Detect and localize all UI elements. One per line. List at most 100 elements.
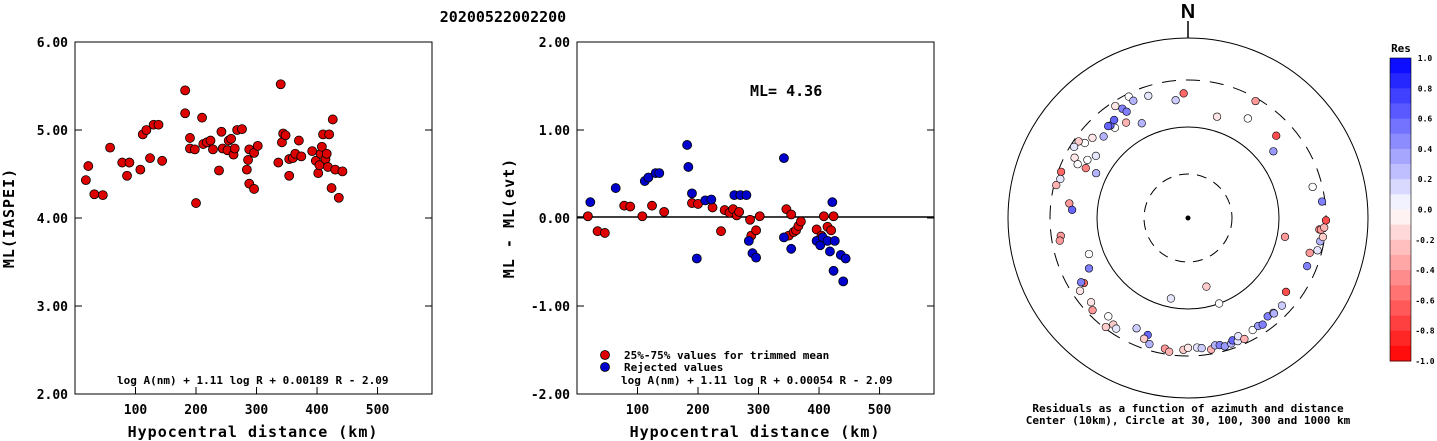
residual-point bbox=[1166, 294, 1175, 303]
data-point bbox=[706, 194, 717, 205]
x-tick-label: 500 bbox=[366, 403, 390, 418]
residual-point bbox=[1056, 167, 1066, 176]
data-point bbox=[180, 108, 191, 119]
data-point bbox=[840, 253, 851, 264]
colorbar-tick-label: -0.2 bbox=[1415, 236, 1434, 245]
residual-point bbox=[1179, 89, 1188, 98]
colorbar-cell bbox=[1390, 179, 1411, 195]
colorbar-cell bbox=[1390, 345, 1411, 362]
data-point bbox=[157, 155, 168, 166]
residual-point bbox=[1073, 160, 1082, 169]
data-point bbox=[743, 235, 754, 246]
data-point bbox=[105, 142, 115, 153]
data-point bbox=[745, 214, 755, 225]
residual-point bbox=[1269, 309, 1279, 318]
residual-point bbox=[1215, 299, 1224, 308]
middle-y-axis-label: ML - ML(evt) bbox=[500, 158, 518, 278]
data-point bbox=[229, 143, 240, 154]
colorbar-cell bbox=[1390, 103, 1411, 120]
residual-point bbox=[1317, 197, 1327, 206]
data-point bbox=[83, 161, 94, 171]
colorbar-cells bbox=[1390, 58, 1411, 362]
residual-point bbox=[1074, 137, 1083, 146]
colorbar-tick-label: 0.4 bbox=[1418, 145, 1433, 154]
data-point bbox=[293, 135, 304, 146]
y-tick-label: -2.00 bbox=[531, 388, 570, 403]
data-point bbox=[751, 252, 762, 263]
data-point bbox=[829, 235, 840, 246]
residual-point bbox=[1070, 142, 1079, 151]
residual-point bbox=[1081, 164, 1090, 173]
colorbar-cell bbox=[1390, 88, 1411, 104]
left-panel: 2.00 3.00 4.00 5.00 6.00 100 200 300 400 500 log… bbox=[0, 36, 433, 441]
residual-point bbox=[1321, 216, 1331, 225]
residual-point bbox=[1088, 306, 1097, 315]
colorbar-tick-label: 0.0 bbox=[1418, 206, 1433, 215]
data-point bbox=[643, 172, 654, 183]
residual-point bbox=[1308, 182, 1317, 192]
middle-y-ticks: -2.00 -1.00 0.00 1.00 2.00 bbox=[531, 36, 934, 403]
data-point bbox=[637, 211, 648, 222]
residual-point bbox=[1104, 312, 1113, 321]
data-point bbox=[707, 202, 718, 213]
colorbar-cell bbox=[1390, 133, 1411, 150]
data-point bbox=[313, 168, 324, 179]
residual-point bbox=[1091, 151, 1100, 160]
residual-point bbox=[1243, 114, 1252, 123]
left-x-axis-label: Hypocentral distance (km) bbox=[128, 423, 379, 441]
legend-label-rejected: Rejected values bbox=[624, 361, 723, 374]
data-point bbox=[687, 188, 697, 199]
data-point bbox=[241, 164, 252, 175]
residual-point bbox=[1171, 96, 1180, 105]
data-point bbox=[754, 211, 765, 222]
x-tick-label: 500 bbox=[868, 403, 892, 418]
residual-point bbox=[1111, 101, 1120, 111]
data-point bbox=[307, 146, 318, 157]
colorbar-cell bbox=[1390, 118, 1411, 135]
colorbar-cell bbox=[1390, 209, 1411, 226]
ring-30km bbox=[1143, 173, 1233, 263]
x-tick-label: 300 bbox=[747, 403, 771, 418]
legend-marker-rejected bbox=[600, 362, 610, 372]
residual-point bbox=[1145, 340, 1154, 349]
data-point bbox=[734, 206, 745, 217]
data-point bbox=[682, 140, 693, 150]
left-y-axis-label: ML(IASPEI) bbox=[0, 168, 18, 268]
data-point bbox=[828, 211, 839, 222]
data-point bbox=[826, 225, 837, 236]
residual-point bbox=[1129, 96, 1138, 105]
data-point bbox=[599, 228, 610, 238]
data-point bbox=[275, 79, 286, 90]
residual-point bbox=[1052, 181, 1061, 190]
legend-label-trimmed: 25%-75% values for trimmed mean bbox=[624, 349, 829, 362]
data-point bbox=[838, 276, 849, 287]
colorbar-cell bbox=[1390, 58, 1411, 74]
y-tick-label: 0.00 bbox=[539, 212, 570, 227]
colorbar-cell bbox=[1390, 315, 1411, 332]
left-x-ticks: 100 200 300 400 500 bbox=[124, 387, 390, 418]
data-point bbox=[284, 170, 295, 181]
colorbar-cell bbox=[1390, 148, 1411, 165]
data-point bbox=[197, 112, 207, 123]
y-tick-label: 2.00 bbox=[539, 36, 570, 51]
residual-point bbox=[1122, 107, 1131, 116]
polar-caption-line1: Residuals as a function of azimuth and d… bbox=[1032, 402, 1344, 415]
left-points bbox=[80, 79, 348, 208]
polar-center bbox=[1185, 215, 1191, 221]
colorbar-tick-label: 0.6 bbox=[1418, 115, 1433, 124]
residual-point bbox=[1240, 334, 1249, 344]
data-point bbox=[582, 211, 593, 222]
data-point bbox=[189, 144, 200, 155]
data-point bbox=[145, 153, 155, 164]
colorbar: Res 1.0 0.8 0.6 0.4 0.2 0.0 -0.2 -0.4 -0.6 -0.8 -1… bbox=[1389, 42, 1435, 366]
residual-point bbox=[1313, 246, 1322, 255]
y-tick-label: 4.00 bbox=[37, 212, 68, 227]
x-tick-label: 300 bbox=[245, 403, 269, 418]
colorbar-tick-label: -0.6 bbox=[1415, 296, 1434, 305]
ring-1000km bbox=[1007, 37, 1369, 399]
y-tick-label: 1.00 bbox=[539, 124, 570, 139]
data-point bbox=[337, 166, 348, 177]
data-point bbox=[97, 190, 108, 201]
residual-point bbox=[1251, 96, 1260, 106]
